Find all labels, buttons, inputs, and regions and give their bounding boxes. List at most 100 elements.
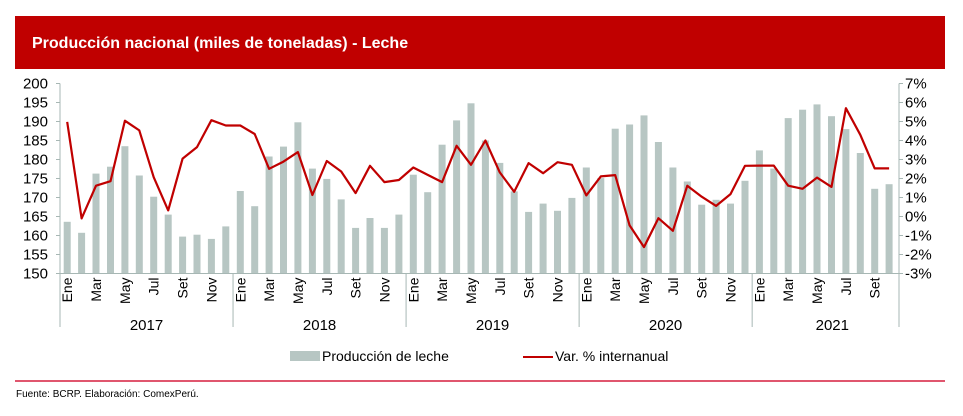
month-label: Jul: [492, 278, 508, 296]
bar: [453, 120, 461, 274]
left-tick-label: 195: [23, 95, 48, 112]
bar: [135, 175, 143, 274]
bar: [294, 122, 302, 274]
chart-title: Producción nacional (miles de toneladas)…: [32, 35, 409, 52]
bar: [626, 124, 634, 274]
month-label: Set: [694, 277, 710, 298]
bar: [568, 197, 576, 274]
line-series: [66, 107, 890, 249]
bar: [92, 173, 100, 274]
bar: [424, 192, 432, 274]
bar: [727, 203, 734, 274]
year-label: 2017: [130, 317, 163, 334]
bar: [784, 118, 792, 274]
left-tick-label: 185: [23, 133, 48, 150]
bar: [207, 238, 215, 274]
right-tick-label: 4%: [905, 133, 927, 150]
month-label: May: [636, 278, 652, 304]
bar: [539, 203, 547, 274]
left-tick-label: 160: [23, 228, 48, 245]
month-label: Ene: [59, 277, 75, 302]
year-label: 2018: [303, 317, 336, 334]
right-tick-label: 6%: [905, 95, 927, 112]
bar: [481, 140, 489, 274]
month-label: Ene: [578, 277, 594, 302]
bar: [510, 191, 518, 274]
bar: [337, 199, 345, 274]
bar: [842, 129, 850, 274]
right-tick-label: 1%: [905, 190, 927, 207]
month-label: Jul: [838, 278, 854, 296]
bar: [828, 116, 835, 274]
bar: [236, 191, 244, 274]
bar: [813, 104, 821, 274]
left-tick-label: 190: [23, 114, 48, 131]
left-tick-label: 150: [23, 266, 48, 283]
month-label: Mar: [88, 277, 104, 301]
bar: [409, 174, 417, 274]
year-label: 2021: [816, 317, 849, 334]
month-label: Set: [175, 277, 191, 298]
bar: [308, 168, 316, 274]
right-tick-label: -2%: [905, 247, 932, 264]
left-tick-label: 170: [23, 190, 48, 207]
left-tick-label: 180: [23, 152, 48, 169]
footer-divider: [15, 380, 945, 382]
bar: [597, 178, 605, 274]
bar: [640, 115, 648, 274]
left-tick-label: 200: [23, 76, 48, 93]
month-label: May: [809, 278, 825, 304]
bar: [554, 210, 561, 274]
bar: [265, 156, 273, 274]
bar: [871, 188, 879, 274]
month-label: Nov: [723, 278, 739, 303]
left-tick-label: 155: [23, 247, 48, 264]
month-label: May: [290, 278, 306, 304]
right-tick-label: 5%: [905, 114, 927, 131]
right-tick-label: 3%: [905, 152, 927, 169]
variation-line: [66, 107, 890, 249]
bar: [741, 180, 749, 274]
month-label: Jul: [319, 278, 335, 296]
bar: [352, 227, 360, 274]
bar: [525, 211, 533, 274]
month-label: Mar: [261, 277, 277, 301]
bar: [698, 204, 706, 274]
bar: [611, 128, 619, 274]
month-label: Set: [348, 277, 364, 298]
month-label: Nov: [376, 278, 392, 303]
bar: [770, 168, 778, 274]
month-label: Ene: [751, 277, 767, 302]
bar: [280, 146, 287, 274]
bar: [496, 162, 504, 274]
bar: [164, 214, 172, 274]
right-tick-label: 0%: [905, 209, 927, 226]
month-label: Ene: [232, 277, 248, 302]
bar: [395, 214, 403, 274]
year-label: 2019: [476, 317, 509, 334]
bar: [467, 103, 475, 274]
bar: [121, 146, 129, 274]
bar: [582, 167, 590, 274]
month-label: May: [463, 278, 479, 304]
bar: [438, 144, 446, 274]
legend-swatch-bars: [290, 351, 320, 361]
bar: [712, 199, 720, 274]
year-label: 2020: [649, 317, 682, 334]
month-label: May: [117, 278, 133, 304]
month-label: Mar: [434, 277, 450, 301]
month-label: Set: [867, 277, 883, 298]
right-tick-label: 7%: [905, 76, 927, 93]
source-note: Fuente: BCRP. Elaboración: ComexPerú.: [16, 389, 199, 400]
bar: [885, 184, 893, 274]
bar: [179, 236, 187, 274]
left-tick-label: 165: [23, 209, 48, 226]
month-label: Nov: [203, 278, 219, 303]
bar: [107, 166, 114, 274]
chart-title-bar: Producción nacional (miles de toneladas)…: [15, 16, 945, 69]
bar: [78, 232, 86, 274]
legend-label-bars: Producción de leche: [322, 348, 449, 364]
bar: [755, 150, 763, 274]
bar: [193, 234, 201, 274]
